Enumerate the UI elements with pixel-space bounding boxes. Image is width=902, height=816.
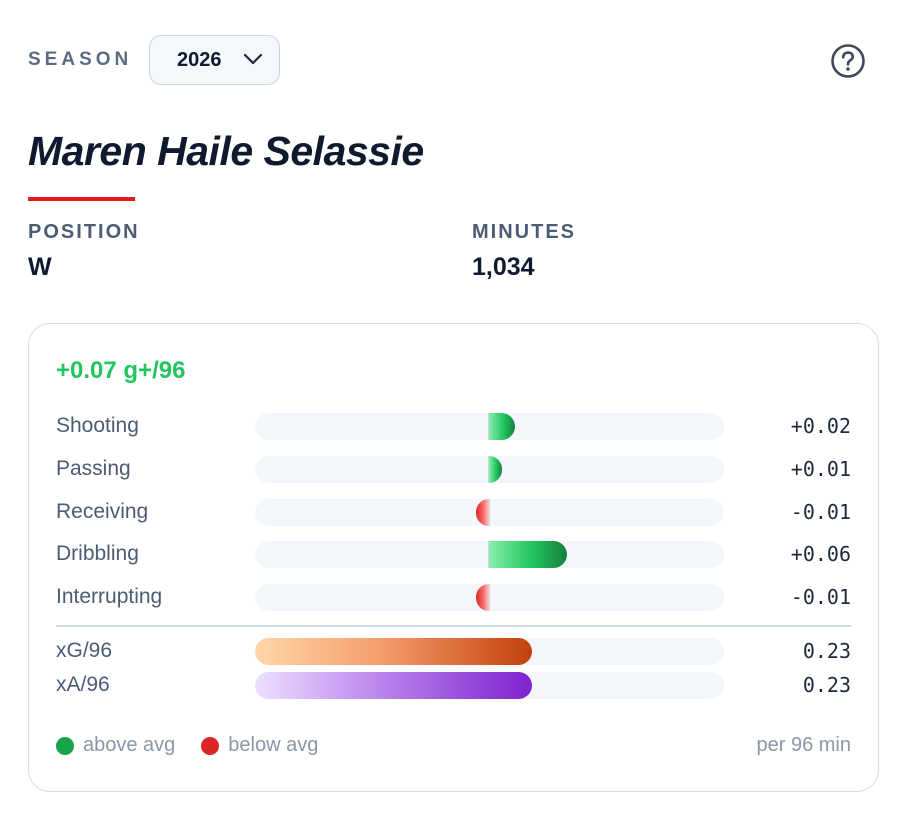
component-bar-positive [489, 413, 516, 440]
component-bar-positive [489, 456, 503, 483]
per-96-note: per 96 min [756, 734, 852, 756]
component-value: +0.02 [790, 414, 851, 438]
component-row: Passing +0.01 [29, 456, 878, 484]
season-select[interactable]: 2026 [149, 35, 280, 85]
component-row: Receiving -0.01 [29, 499, 878, 527]
component-track [255, 413, 724, 440]
zero-line [488, 584, 490, 611]
component-value: -0.01 [790, 585, 851, 609]
xa-bar [255, 672, 532, 699]
component-row: Shooting +0.02 [29, 413, 878, 441]
component-label: Receiving [56, 500, 149, 523]
component-value: +0.01 [790, 457, 851, 481]
divider [56, 625, 851, 627]
rate-value: 0.23 [802, 673, 851, 697]
chevron-down-icon [243, 53, 263, 65]
legend-below: below avg [201, 734, 318, 757]
rate-row: xA/96 0.23 [29, 672, 878, 700]
rate-row: xG/96 0.23 [29, 638, 878, 666]
total-value: +0.07 g+/96 [56, 357, 186, 384]
component-track [255, 456, 724, 483]
legend-below-label: below avg [228, 734, 319, 756]
zero-line [488, 499, 490, 526]
component-track [255, 499, 724, 526]
rate-value: 0.23 [802, 639, 851, 663]
component-bar-negative [475, 584, 489, 611]
rate-label: xG/96 [56, 639, 113, 662]
component-bar-positive [489, 541, 568, 568]
component-row: Interrupting -0.01 [29, 584, 878, 612]
xg-bar [255, 638, 532, 665]
component-track [255, 541, 724, 568]
player-name: Maren Haile Selassie [28, 128, 424, 174]
component-label: Shooting [56, 414, 139, 437]
legend-above: above avg [56, 734, 175, 757]
minutes-value: 1,034 [472, 253, 535, 281]
stats-card: +0.07 g+/96 above avg below avg per 96 m… [28, 323, 879, 792]
help-icon[interactable] [830, 43, 866, 79]
legend: above avg below avg [56, 734, 344, 757]
component-value: +0.06 [790, 542, 851, 566]
season-value: 2026 [177, 48, 222, 71]
component-track [255, 584, 724, 611]
component-value: -0.01 [790, 500, 851, 524]
component-label: Dribbling [56, 542, 139, 565]
minutes-label: MINUTES [472, 221, 576, 243]
rate-label: xA/96 [56, 673, 110, 696]
rate-track [255, 672, 724, 699]
position-label: POSITION [28, 221, 140, 243]
component-label: Interrupting [56, 585, 163, 608]
season-label: SEASON [28, 49, 133, 70]
position-value: W [28, 253, 52, 281]
legend-below-dot [201, 736, 220, 755]
legend-above-dot [56, 736, 74, 755]
component-bar-negative [475, 499, 489, 526]
component-row: Dribbling +0.06 [29, 541, 878, 569]
rate-track [255, 638, 724, 665]
component-label: Passing [56, 457, 131, 480]
name-underline [28, 197, 135, 201]
legend-above-label: above avg [83, 734, 176, 756]
